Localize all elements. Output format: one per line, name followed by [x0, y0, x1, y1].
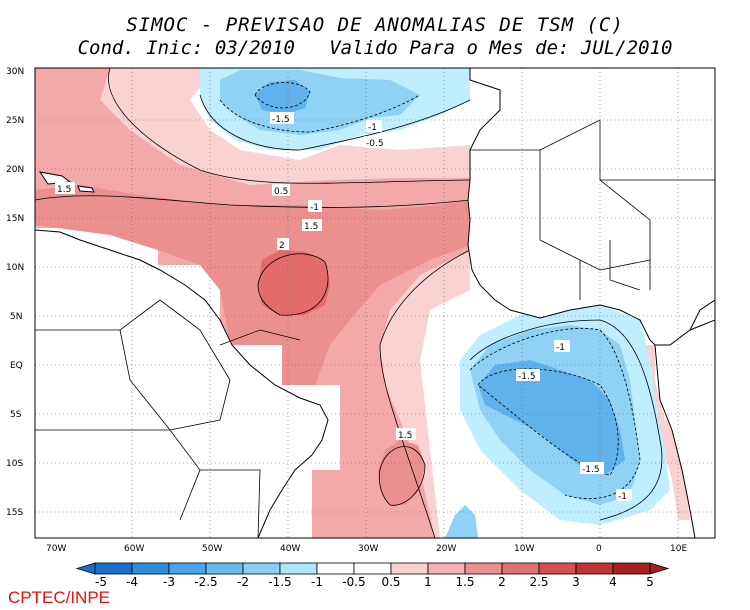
contour-label: -0.5	[366, 139, 384, 149]
contour-label: 1.5	[398, 431, 412, 441]
colorbar-arrow-left	[75, 562, 96, 575]
south-america	[35, 229, 329, 538]
lon-label: 70W	[46, 544, 66, 554]
lon-label: 20W	[436, 544, 456, 554]
colorbar-swatch	[205, 562, 244, 575]
colorbar-swatch	[464, 562, 503, 575]
colorbar-label: 3	[572, 575, 580, 589]
colorbar-swatch	[242, 562, 281, 575]
colorbar-swatch	[316, 562, 355, 575]
contour-label: 1.5	[57, 185, 71, 195]
lat-label: 5N	[10, 312, 22, 322]
contour-label: -1.5	[518, 372, 536, 382]
negative-contour-lines	[219, 82, 641, 500]
contour-label: -1	[556, 343, 565, 353]
lat-label: 25N	[6, 116, 24, 126]
africa-southwest	[654, 319, 715, 538]
colorbar-label: -2	[237, 575, 249, 589]
colorbar-label: 4	[609, 575, 617, 589]
lon-label: 50W	[202, 544, 222, 554]
colorbar-swatch	[575, 562, 614, 575]
anomaly-region-negative-1-5-south	[478, 360, 625, 475]
colorbar-swatch	[94, 562, 133, 575]
lon-label: 40W	[280, 544, 300, 554]
credit-label: CPTEC/INPE	[8, 588, 111, 607]
land-masses	[35, 68, 715, 538]
colorbar-label: -2.5	[194, 575, 217, 589]
country-borders	[35, 119, 715, 538]
colorbar-swatch	[131, 562, 170, 575]
colorbar: -5 -4 -3 -2.5 -2 -1.5 -1 -0.5 0.5 1 1.5 2 2.5 3 4 5	[75, 562, 670, 589]
anomaly-region-positive-1-5-south	[378, 440, 425, 505]
contour-label: 1.5	[304, 222, 318, 232]
latitude-labels: 30N 25N 20N 15N 10N 5N EQ 5S 10S 15S	[6, 67, 24, 518]
contour-label: -1	[368, 123, 377, 133]
lat-label: 30N	[6, 67, 24, 77]
colorbar-swatch	[612, 562, 651, 575]
lon-label: 0	[596, 544, 602, 554]
map-subtitle: Cond. Inic: 03/2010 Valido Para o Mes de…	[77, 37, 673, 59]
colorbar-swatch	[279, 562, 318, 575]
longitude-labels: 70W 60W 50W 40W 30W 20W 10W 0 10E	[46, 544, 687, 554]
contour-label: 2	[279, 241, 285, 251]
map-frame	[34, 67, 716, 539]
colorbar-label: 0.5	[381, 575, 400, 589]
colorbar-label: -5	[95, 575, 107, 589]
lat-label: 10S	[6, 459, 23, 469]
anomaly-region-positive-2	[258, 250, 330, 315]
map-title: SIMOC - PREVISAO DE ANOMALIAS DE TSM (C)	[126, 14, 624, 36]
anomaly-region-negative-small	[445, 505, 478, 538]
colorbar-label: -0.5	[342, 575, 365, 589]
colorbar-label: -3	[163, 575, 175, 589]
colorbar-swatch	[501, 562, 540, 575]
lat-label: 5S	[10, 410, 22, 420]
colorbar-swatch	[390, 562, 429, 575]
colorbar-swatch	[427, 562, 466, 575]
anomaly-region-negative-1-5-north	[255, 80, 310, 115]
colorbar-label: 5	[646, 575, 654, 589]
colorbar-label: 2	[498, 575, 506, 589]
lon-label: 30W	[358, 544, 378, 554]
lat-label: EQ	[10, 361, 23, 371]
contour-label: -1.5	[272, 115, 290, 125]
contour-label: -1	[618, 492, 627, 502]
colorbar-arrow-right	[649, 562, 670, 575]
lon-label: 10W	[514, 544, 534, 554]
colorbar-swatch	[168, 562, 207, 575]
lon-label: 10E	[670, 544, 687, 554]
colorbar-label: -1	[311, 575, 323, 589]
contour-label: -1.5	[582, 465, 600, 475]
contour-label: 0.5	[274, 187, 288, 197]
colorbar-label: 1	[424, 575, 432, 589]
colorbar-label: 2.5	[529, 575, 548, 589]
colorbar-label: -4	[126, 575, 138, 589]
colorbar-swatch	[538, 562, 577, 575]
lat-label: 15N	[6, 214, 24, 224]
colorbar-swatch	[353, 562, 392, 575]
caribbean-island-2	[77, 185, 95, 193]
contour-label-group: -1.5 -1 -0.5 0.5 -1 1.5 1.5 2 -1 -1.5 -1…	[55, 112, 632, 502]
colorbar-label: 1.5	[455, 575, 474, 589]
lat-label: 10N	[6, 263, 24, 273]
lat-label: 20N	[6, 165, 24, 175]
lon-label: 60W	[124, 544, 144, 554]
map-plot-area: -1.5 -1 -0.5 0.5 -1 1.5 1.5 2 -1 -1.5 -1…	[35, 68, 715, 538]
lat-label: 15S	[6, 508, 23, 518]
anomaly-region-positive-1-5	[35, 185, 470, 385]
colorbar-label: -1.5	[268, 575, 291, 589]
contour-lines	[35, 68, 663, 538]
contour-label: -1	[310, 203, 319, 213]
